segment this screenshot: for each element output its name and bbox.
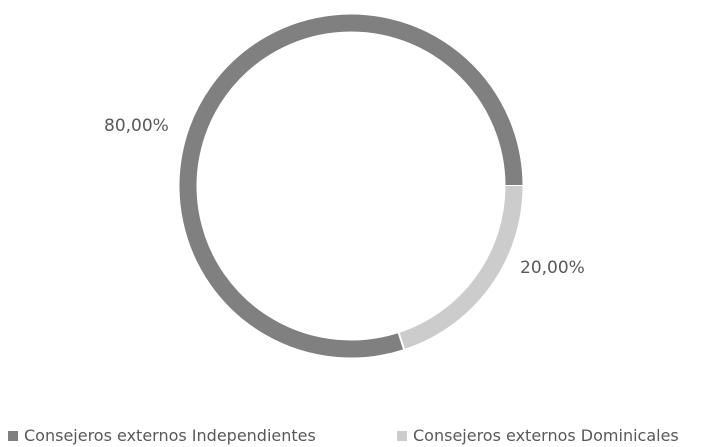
data-label-independientes: 80,00% [104, 116, 169, 136]
legend-label-independientes: Consejeros externos Independientes [24, 426, 316, 445]
legend-swatch-dominicales [397, 430, 407, 441]
legend-swatch-independientes [8, 430, 18, 441]
data-label-dominicales: 20,00% [520, 258, 585, 278]
legend-label-dominicales: Consejeros externos Dominicales [413, 426, 679, 445]
slice-separator [397, 331, 406, 351]
legend-item-independientes: Consejeros externos Independientes [8, 426, 316, 445]
slice-independientes [179, 14, 523, 358]
donut-slices [179, 14, 524, 358]
legend-item-dominicales: Consejeros externos Dominicales [397, 426, 679, 445]
slice-dominicales [398, 185, 523, 350]
chart-legend: Consejeros externos Independientes Conse… [0, 420, 702, 447]
